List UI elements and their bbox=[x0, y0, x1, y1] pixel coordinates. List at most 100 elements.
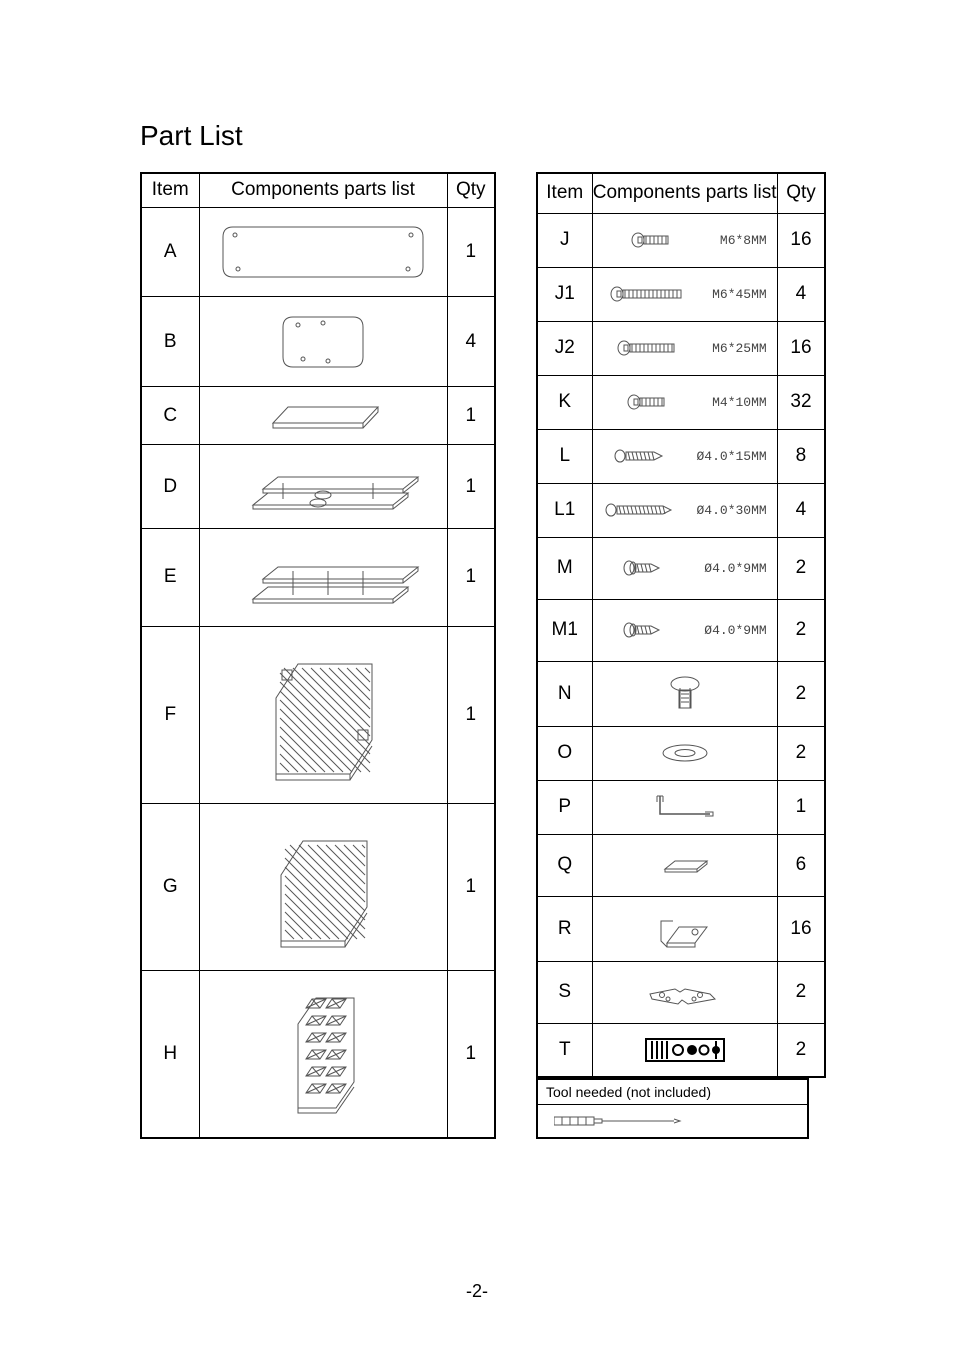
cell-component: Ø4.0*9MM bbox=[592, 537, 777, 599]
table-row: T 2 bbox=[537, 1023, 825, 1077]
cell-item: S bbox=[537, 961, 592, 1023]
cell-item: P bbox=[537, 780, 592, 834]
cell-component bbox=[592, 780, 777, 834]
col-item: Item bbox=[537, 173, 592, 213]
col-qty: Qty bbox=[447, 173, 495, 207]
cell-item: G bbox=[141, 804, 199, 971]
spec-label: M6*25MM bbox=[712, 341, 767, 356]
table-row: Q 6 bbox=[537, 834, 825, 896]
cell-qty: 6 bbox=[777, 834, 825, 896]
table-row: A 1 bbox=[141, 207, 495, 297]
cell-item: Q bbox=[537, 834, 592, 896]
cell-qty: 2 bbox=[777, 599, 825, 661]
cell-component bbox=[199, 207, 447, 297]
tool-needed-box: Tool needed (not included) bbox=[536, 1078, 809, 1139]
cell-qty: 4 bbox=[777, 267, 825, 321]
page-title: Part List bbox=[140, 120, 884, 152]
cell-qty: 1 bbox=[447, 971, 495, 1138]
table-row: G 1 bbox=[141, 804, 495, 971]
spec-label: Ø4.0*9MM bbox=[704, 623, 766, 638]
spec-label: Ø4.0*9MM bbox=[704, 561, 766, 576]
tool-needed-label: Tool needed (not included) bbox=[538, 1080, 807, 1105]
cell-item: M bbox=[537, 537, 592, 599]
cell-qty: 4 bbox=[447, 297, 495, 387]
spec-label: Ø4.0*30MM bbox=[697, 503, 767, 518]
table-row: S 2 bbox=[537, 961, 825, 1023]
cell-item: B bbox=[141, 297, 199, 387]
table-row: K M4*10MM 32 bbox=[537, 375, 825, 429]
cell-component: Ø4.0*30MM bbox=[592, 483, 777, 537]
cell-item: R bbox=[537, 896, 592, 961]
cell-qty: 2 bbox=[777, 726, 825, 780]
table-row: N 2 bbox=[537, 661, 825, 726]
cell-qty: 2 bbox=[777, 961, 825, 1023]
table-row: J M6*8MM 16 bbox=[537, 213, 825, 267]
cell-item: A bbox=[141, 207, 199, 297]
col-components: Components parts list bbox=[592, 173, 777, 213]
cell-component: Ø4.0*9MM bbox=[592, 599, 777, 661]
spec-label: M6*45MM bbox=[712, 287, 767, 302]
cell-item: M1 bbox=[537, 599, 592, 661]
cell-item: N bbox=[537, 661, 592, 726]
right-parts-table: Item Components parts list Qty J M6*8MM … bbox=[536, 172, 826, 1078]
cell-item: L1 bbox=[537, 483, 592, 537]
cell-component bbox=[199, 387, 447, 445]
cell-component bbox=[199, 627, 447, 804]
table-row: D 1 bbox=[141, 445, 495, 528]
cell-item: J bbox=[537, 213, 592, 267]
cell-item: T bbox=[537, 1023, 592, 1077]
cell-component bbox=[199, 804, 447, 971]
cell-component bbox=[199, 297, 447, 387]
cell-item: H bbox=[141, 971, 199, 1138]
cell-component: M6*45MM bbox=[592, 267, 777, 321]
spec-label: M6*8MM bbox=[720, 233, 767, 248]
col-qty: Qty bbox=[777, 173, 825, 213]
table-row: J2 M6*25MM 16 bbox=[537, 321, 825, 375]
cell-component bbox=[592, 726, 777, 780]
cell-qty: 16 bbox=[777, 213, 825, 267]
table-row: L1 Ø4.0*30MM 4 bbox=[537, 483, 825, 537]
cell-item: L bbox=[537, 429, 592, 483]
table-header-row: Item Components parts list Qty bbox=[537, 173, 825, 213]
cell-qty: 1 bbox=[447, 445, 495, 528]
cell-qty: 1 bbox=[447, 387, 495, 445]
table-row: P 1 bbox=[537, 780, 825, 834]
cell-qty: 4 bbox=[777, 483, 825, 537]
col-item: Item bbox=[141, 173, 199, 207]
table-row: H bbox=[141, 971, 495, 1138]
left-parts-table: Item Components parts list Qty A 1 B 4 C… bbox=[140, 172, 496, 1139]
right-column: Item Components parts list Qty J M6*8MM … bbox=[536, 172, 826, 1139]
screwdriver-icon bbox=[554, 1111, 734, 1131]
cell-item: E bbox=[141, 528, 199, 626]
cell-component bbox=[199, 971, 447, 1138]
cell-component: M4*10MM bbox=[592, 375, 777, 429]
table-row: J1 M6*45MM 4 bbox=[537, 267, 825, 321]
cell-component: M6*8MM bbox=[592, 213, 777, 267]
cell-component: M6*25MM bbox=[592, 321, 777, 375]
cell-item: C bbox=[141, 387, 199, 445]
table-row: E 1 bbox=[141, 528, 495, 626]
cell-component bbox=[592, 834, 777, 896]
cell-qty: 1 bbox=[447, 804, 495, 971]
cell-qty: 1 bbox=[777, 780, 825, 834]
table-row: O 2 bbox=[537, 726, 825, 780]
cell-item: J2 bbox=[537, 321, 592, 375]
cell-qty: 2 bbox=[777, 661, 825, 726]
cell-qty: 2 bbox=[777, 537, 825, 599]
cell-item: D bbox=[141, 445, 199, 528]
cell-component bbox=[592, 661, 777, 726]
cell-qty: 32 bbox=[777, 375, 825, 429]
col-components: Components parts list bbox=[199, 173, 447, 207]
cell-component bbox=[592, 896, 777, 961]
table-row: R 16 bbox=[537, 896, 825, 961]
table-header-row: Item Components parts list Qty bbox=[141, 173, 495, 207]
table-row: C 1 bbox=[141, 387, 495, 445]
table-row: M1 Ø4.0*9MM 2 bbox=[537, 599, 825, 661]
cell-qty: 8 bbox=[777, 429, 825, 483]
cell-item: O bbox=[537, 726, 592, 780]
table-row: B 4 bbox=[141, 297, 495, 387]
cell-component: Ø4.0*15MM bbox=[592, 429, 777, 483]
page-number: -2- bbox=[0, 1281, 954, 1302]
spec-label: M4*10MM bbox=[712, 395, 767, 410]
table-row: F 1 bbox=[141, 627, 495, 804]
